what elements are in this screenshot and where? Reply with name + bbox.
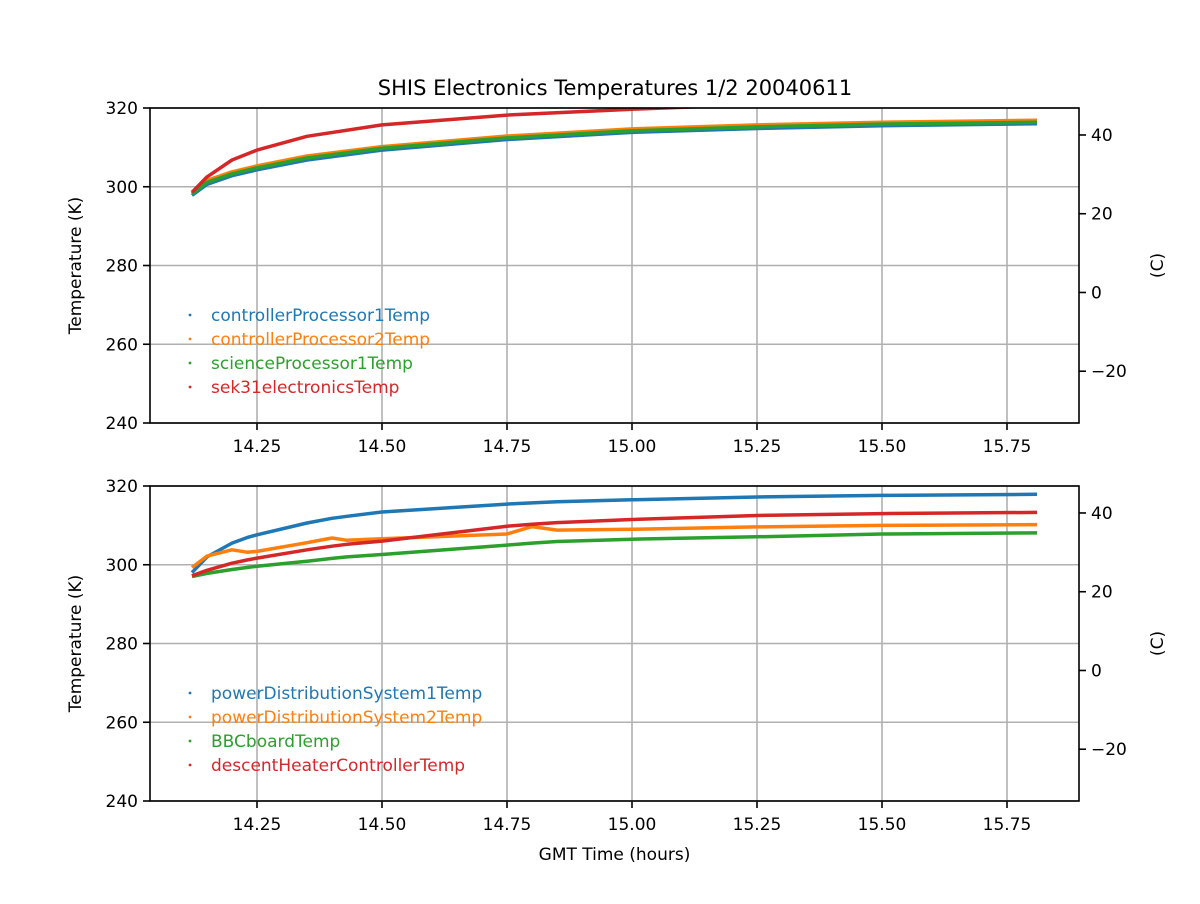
y-axis-label: Temperature (K) [66,197,86,336]
x-tick-label: 14.25 [233,437,282,457]
x-tick-label: 15.00 [608,815,657,835]
legend-entry: sek31electronicsTemp [211,378,399,398]
right-y-tick-label: 0 [1091,283,1102,303]
x-tick-label: 15.25 [733,437,782,457]
y-tick-label: 240 [106,414,138,434]
right-y-axis-label: (C) [1148,253,1168,278]
x-tick-label: 15.50 [858,815,907,835]
legend-marker [188,763,192,767]
series-line-BBCboardTemp [191,531,1038,579]
legend-entry: descentHeaterControllerTemp [211,756,465,776]
x-tick-label: 14.50 [358,815,407,835]
legend-marker [188,361,192,365]
legend-marker [188,691,192,695]
x-tick-label: 14.75 [483,815,532,835]
y-tick-label: 320 [106,477,138,497]
y-axis-label: Temperature (K) [66,575,86,714]
right-y-tick-label: 40 [1091,504,1113,524]
legend-marker [188,385,192,389]
right-y-tick-label: 40 [1091,126,1113,146]
legend-marker [188,313,192,317]
y-tick-label: 280 [106,257,138,277]
y-tick-label: 300 [106,556,138,576]
x-tick-label: 15.00 [608,437,657,457]
series-line-powerDistributionSystem1Temp [190,492,1038,574]
legend-marker [188,739,192,743]
series-line-descentHeaterControllerTemp [191,510,1038,578]
legend-entry: powerDistributionSystem2Temp [211,708,482,728]
right-y-tick-label: 0 [1091,661,1102,681]
x-tick-label: 14.50 [358,437,407,457]
y-tick-label: 320 [106,99,138,119]
legend-marker [188,715,192,719]
x-axis-label: GMT Time (hours) [539,845,691,865]
legend-marker [188,337,192,341]
legend-entry: controllerProcessor1Temp [211,306,430,326]
legend-entry: controllerProcessor2Temp [211,330,430,350]
series-line-scienceProcessor1Temp [190,120,1038,196]
x-tick-label: 14.25 [233,815,282,835]
chart-title: SHIS Electronics Temperatures 1/2 200406… [378,76,852,100]
y-tick-label: 240 [106,792,138,812]
right-y-tick-label: 20 [1091,583,1113,603]
y-tick-label: 260 [106,335,138,355]
axes-frame [149,485,1080,802]
y-tick-label: 300 [106,178,138,198]
right-y-tick-label: 20 [1091,205,1113,225]
x-tick-label: 15.25 [733,815,782,835]
y-tick-label: 280 [106,635,138,655]
x-tick-label: 15.75 [983,815,1032,835]
right-y-tick-label: −20 [1091,740,1127,760]
panel-2: 14.25 14.50 14.75 15.00 15.25 15.50 15.75 240 26… [66,477,1168,865]
right-y-axis-label: (C) [1148,631,1168,656]
right-y-tick-label: −20 [1091,362,1127,382]
series-line-sek31electronicsTemp [190,108,711,194]
legend-entry: scienceProcessor1Temp [211,354,413,374]
panel-1: 14.25 14.50 14.75 15.00 15.25 15.50 15.75 240 26… [66,99,1168,457]
y-tick-label: 260 [106,713,138,733]
series-line-powerDistributionSystem2Temp [190,522,1038,569]
x-tick-label: 15.50 [858,437,907,457]
legend-entry: powerDistributionSystem1Temp [211,684,482,704]
legend-entry: BBCboardTemp [211,732,340,752]
axes-frame [149,107,1080,424]
x-tick-label: 15.75 [983,437,1032,457]
x-tick-label: 14.75 [483,437,532,457]
